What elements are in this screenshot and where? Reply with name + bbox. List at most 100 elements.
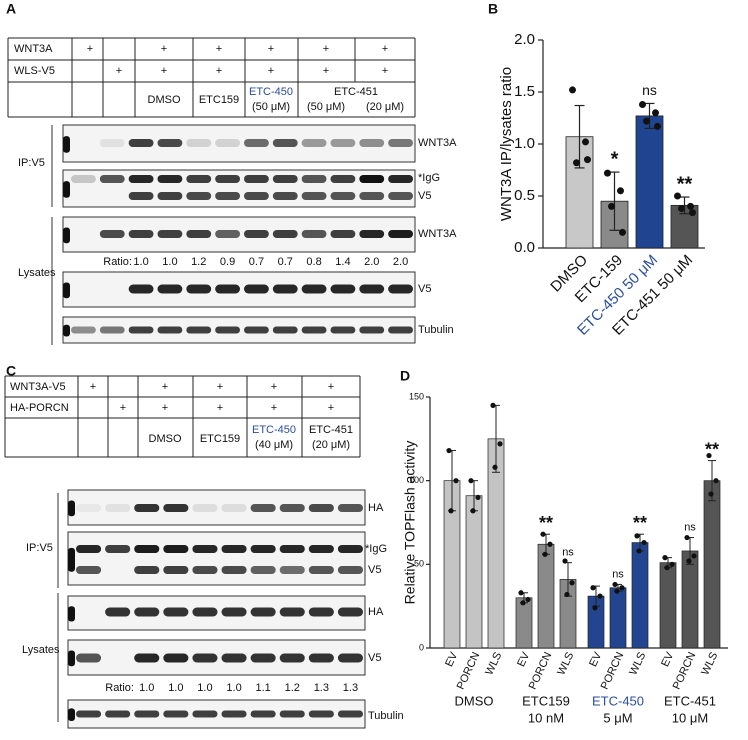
ratio: 2.0 bbox=[364, 256, 379, 268]
data-point bbox=[597, 593, 603, 599]
marker bbox=[68, 650, 75, 667]
plus: + bbox=[162, 381, 168, 393]
data-point bbox=[634, 533, 640, 539]
marker bbox=[63, 324, 70, 337]
band bbox=[76, 504, 102, 512]
data-point bbox=[592, 605, 598, 611]
ratio: 2.0 bbox=[393, 256, 408, 268]
ratio: 1.0 bbox=[162, 256, 177, 268]
band-label: V5 bbox=[418, 283, 431, 295]
band bbox=[163, 607, 189, 617]
band bbox=[272, 175, 298, 183]
bar bbox=[609, 587, 627, 649]
data-point bbox=[612, 581, 618, 588]
plus: + bbox=[90, 381, 96, 393]
ratio: 1.3 bbox=[343, 682, 358, 694]
data-point bbox=[584, 156, 591, 164]
band bbox=[215, 192, 240, 200]
ratio-label: Ratio: bbox=[103, 256, 132, 268]
band bbox=[330, 230, 356, 238]
group-label: Lysates bbox=[18, 267, 56, 279]
ratio: 0.8 bbox=[306, 256, 321, 268]
dose: (20 μM) bbox=[312, 439, 350, 451]
band bbox=[279, 710, 305, 718]
dose: (50 μM) bbox=[252, 101, 290, 113]
bar bbox=[635, 115, 664, 249]
band-label: HA bbox=[368, 502, 384, 514]
band bbox=[186, 326, 212, 334]
data-point bbox=[475, 494, 481, 500]
group-label: ETC-451 bbox=[664, 693, 716, 708]
band bbox=[250, 504, 276, 512]
significance: ns bbox=[642, 82, 657, 98]
marker bbox=[63, 282, 70, 299]
treatment: DMSO bbox=[148, 94, 181, 106]
band bbox=[157, 139, 183, 147]
data-point bbox=[573, 159, 580, 167]
band bbox=[192, 653, 218, 663]
band bbox=[105, 504, 131, 512]
data-point bbox=[654, 122, 661, 130]
band bbox=[186, 230, 212, 238]
plus: + bbox=[328, 402, 334, 414]
data-point bbox=[520, 600, 526, 606]
band bbox=[186, 139, 212, 147]
band bbox=[215, 326, 240, 334]
treatment: ETC159 bbox=[200, 433, 240, 445]
x-tick-label: WLS bbox=[483, 650, 504, 677]
band-label: *IgG bbox=[365, 543, 387, 555]
band-label: *IgG bbox=[418, 172, 440, 184]
data-point bbox=[468, 478, 474, 484]
plus: + bbox=[162, 402, 168, 414]
band bbox=[128, 139, 154, 147]
band bbox=[250, 545, 276, 553]
band bbox=[215, 230, 240, 238]
band bbox=[163, 710, 189, 718]
data-point bbox=[713, 478, 719, 484]
band bbox=[221, 607, 247, 617]
x-tick-label: WLS bbox=[627, 650, 648, 677]
band-label: HA bbox=[368, 606, 384, 618]
band bbox=[272, 192, 298, 200]
data-point bbox=[542, 551, 548, 557]
band bbox=[99, 326, 125, 334]
band bbox=[157, 230, 183, 238]
band bbox=[308, 607, 334, 617]
data-point bbox=[446, 447, 452, 454]
marker bbox=[63, 181, 70, 198]
band bbox=[244, 139, 269, 147]
band bbox=[215, 139, 240, 147]
band bbox=[279, 607, 305, 617]
bar bbox=[631, 542, 649, 649]
band bbox=[134, 566, 160, 574]
plus: + bbox=[382, 65, 388, 77]
significance: ** bbox=[633, 513, 647, 533]
band bbox=[301, 192, 327, 200]
data-point bbox=[525, 596, 531, 603]
band bbox=[244, 326, 269, 334]
band bbox=[99, 175, 125, 183]
x-tick-label: EV bbox=[443, 650, 460, 669]
band bbox=[221, 545, 247, 553]
y-tick-label: 0 bbox=[419, 642, 424, 652]
band bbox=[337, 710, 363, 718]
x-tick-label: EV bbox=[587, 650, 604, 669]
group-dose: 10 μM bbox=[672, 710, 708, 725]
data-point bbox=[708, 491, 714, 497]
data-point bbox=[674, 192, 681, 200]
band bbox=[105, 710, 131, 718]
data-point bbox=[590, 585, 596, 591]
bar bbox=[465, 495, 483, 649]
band bbox=[221, 504, 247, 512]
significance: ** bbox=[677, 173, 693, 195]
data-point bbox=[643, 117, 650, 125]
data-point bbox=[608, 202, 615, 210]
band bbox=[250, 607, 276, 617]
band bbox=[337, 504, 363, 512]
band bbox=[337, 607, 363, 617]
data-point bbox=[652, 109, 659, 117]
band bbox=[308, 566, 334, 574]
band bbox=[330, 175, 356, 183]
band bbox=[301, 139, 327, 147]
treatment: DMSO bbox=[149, 433, 182, 445]
